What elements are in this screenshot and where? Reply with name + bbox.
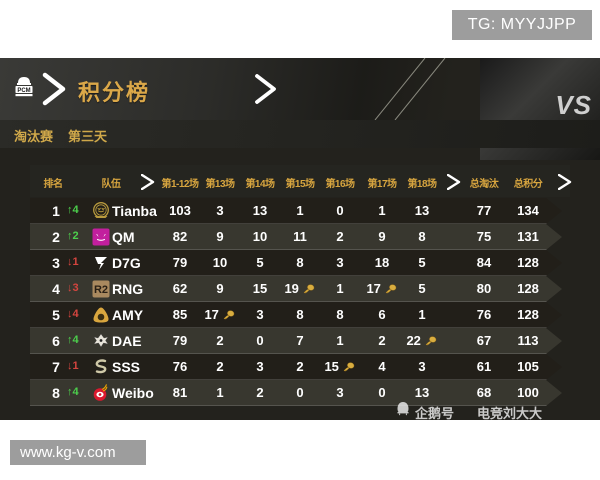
svg-text:R2: R2 — [94, 284, 108, 296]
